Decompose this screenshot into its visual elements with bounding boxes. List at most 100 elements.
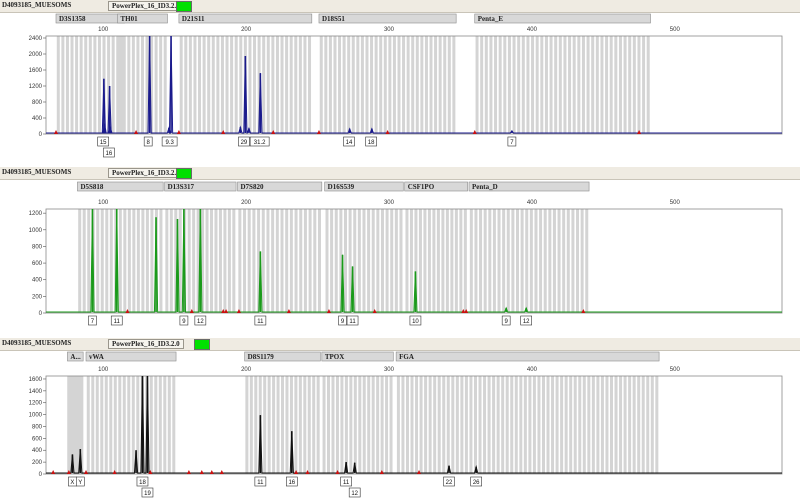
marker-triangle [294,470,299,474]
allele-bin [512,36,516,134]
allele-bin [541,376,545,474]
allele-bin [380,376,384,474]
allele-bin [438,36,442,134]
allele-bin [348,209,352,313]
allele-bin [568,36,572,134]
allele-bin [275,36,279,134]
allele-bin [188,36,192,134]
allele-box [365,136,377,147]
kit-name[interactable]: PowerPlex_16_ID3.2.0 [108,168,184,178]
allele-bin [104,376,108,474]
allele-bin [501,376,505,474]
allele-bin [238,209,242,313]
locus-label: Penta_D [472,183,498,191]
allele-bin [432,209,436,313]
marker-triangle [51,470,56,474]
allele-box [238,136,250,147]
allele-label: 12 [197,319,204,325]
allele-bin [266,36,270,134]
allele-bin [492,209,496,313]
allele-bin [178,209,182,313]
x-tick-label: 500 [670,27,681,33]
marker-triangle [189,309,194,313]
allele-box [470,476,482,487]
y-tick-label: 200 [32,294,43,300]
allele-bin [562,209,566,313]
y-tick-label: 1200 [29,401,43,407]
allele-bin [573,376,577,474]
y-tick-label: 0 [39,132,43,138]
allele-box [507,136,517,147]
marker-triangle [134,130,139,134]
allele-bin [72,376,76,474]
allele-bin [429,36,433,134]
allele-box [143,136,153,147]
allele-bin [454,209,458,313]
allele-bin [642,36,646,134]
allele-bin [202,36,206,134]
allele-bin [179,36,183,134]
allele-label: Y [78,480,82,486]
allele-bin [543,209,547,313]
allele-bin [379,36,383,134]
locus-marker [468,181,590,192]
marker-triangle [286,309,291,313]
allele-bin [303,376,307,474]
allele-label: 7 [510,140,514,146]
allele-bin [275,209,279,313]
allele-bin [347,36,351,134]
locus-marker [67,351,84,362]
allele-bin [410,376,414,474]
allele-bin [353,209,357,313]
allele-bin [442,376,446,474]
allele-bin [267,376,271,474]
allele-bin [367,376,371,474]
allele-bin [289,36,293,134]
allele-box [346,315,359,326]
allele-bin [563,36,567,134]
allele-bin [327,376,331,474]
locus-marker [178,13,313,24]
allele-bin [207,36,211,134]
allele-label: 16 [106,151,113,157]
allele-bin [127,209,131,313]
allele-box [103,147,115,158]
allele-bin [220,36,224,134]
kit-name[interactable]: PowerPlex_16_ID3.2.0 [108,339,184,349]
allele-bin [614,36,618,134]
allele-bin [61,36,65,134]
x-tick-label: 100 [98,200,109,206]
allele-bin [464,376,468,474]
locus-label: D5S818 [80,183,103,191]
allele-bin [281,376,285,474]
allele-bin [113,376,117,474]
y-tick-label: 200 [32,460,43,466]
allele-bin [343,209,347,313]
locus-marker [164,181,237,192]
locus-marker [321,351,394,362]
allele-bin [271,36,275,134]
allele-bin [510,376,514,474]
allele-bin [637,376,641,474]
plot-frame [45,375,783,475]
allele-box [338,315,347,326]
allele-bin [402,36,406,134]
locus-label: A... [70,353,81,361]
allele-bin [605,376,609,474]
y-tick-label: 2400 [29,36,43,42]
y-tick-label: 1000 [29,413,43,419]
allele-bin [480,36,484,134]
y-tick-label: 2000 [29,52,43,58]
allele-bin [266,209,270,313]
allele-bin [581,36,585,134]
kit-name[interactable]: PowerPlex_16_ID3.2.0 [108,1,184,11]
allele-label: 15 [100,140,107,146]
marker-triangle [417,470,422,474]
allele-bin [554,36,558,134]
allele-bin [380,209,384,313]
allele-bin [552,209,556,313]
allele-bin [492,376,496,474]
allele-bin [525,209,529,313]
allele-bin [506,209,510,313]
marker-triangle [112,470,117,474]
